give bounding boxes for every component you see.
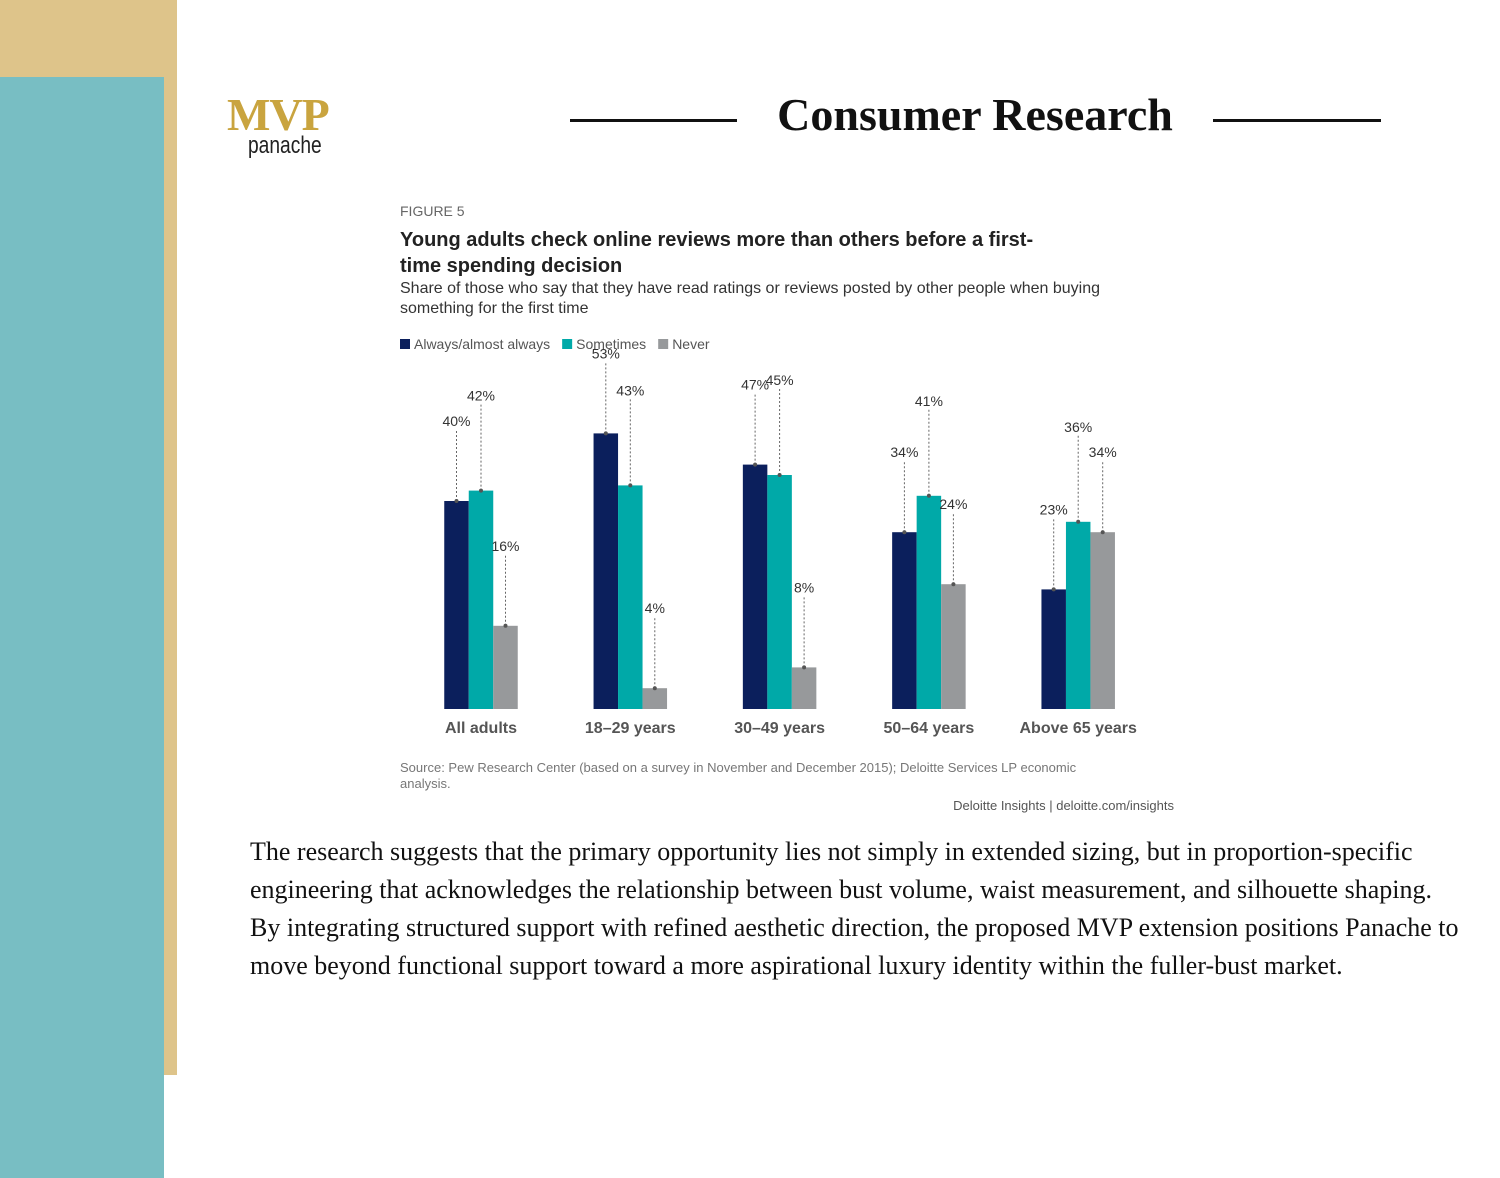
value-label: 16% [491,538,519,554]
bar [941,584,966,709]
leader-dot [951,582,956,587]
bar [618,485,643,709]
bar [916,495,942,709]
bar [593,433,619,709]
page-title: Consumer Research [777,89,1173,140]
value-label: 24% [939,496,967,512]
value-label: 23% [1040,501,1068,517]
legend-swatch [400,339,410,349]
bar [468,490,494,709]
figure-label: FIGURE 5 [400,203,465,219]
leader-dot [802,665,807,670]
bar [444,501,469,709]
value-label: 8% [794,579,814,595]
value-label: 36% [1064,419,1092,435]
value-label: 41% [915,393,943,409]
leader-dot [1100,530,1105,535]
bar [1041,589,1066,709]
bar [767,475,792,709]
teal-band [0,77,164,1178]
bar [493,625,518,709]
value-label: 45% [766,372,794,388]
paragraph: By integrating structured support with r… [250,913,1459,980]
leader-dot [454,499,459,503]
paragraph: The research suggests that the primary o… [250,837,1432,904]
leader-dot [628,483,633,488]
logo-sub: panache [248,132,322,159]
value-label: 34% [1089,444,1117,460]
value-label: 4% [645,600,665,616]
legend-swatch [562,339,573,349]
chart-subtitle: Share of those who say that they have re… [400,280,1100,317]
leader-dot [926,493,931,498]
value-label: 43% [616,382,644,398]
x-tick-label: Above 65 years [1019,720,1137,737]
bar [642,688,668,709]
value-label: 47% [741,377,769,393]
x-tick-label: 50–64 years [884,720,975,737]
legend-label: Sometimes [576,336,646,352]
title-rule [570,119,737,122]
body-text: The research suggests that the primary o… [250,833,1460,985]
value-label: 40% [442,413,470,429]
value-label: 42% [467,388,495,404]
leader-dot [503,623,508,628]
chart-source: Source: Pew Research Center (based on a … [400,760,1077,791]
chart-credit: Deloitte Insights | deloitte.com/insight… [953,798,1174,813]
title-rule [1213,119,1381,122]
logo: MVP [227,89,330,140]
value-label: 53% [592,345,620,361]
leader-dot [902,530,907,535]
leader-dot [1051,587,1056,592]
x-tick-label: All adults [445,720,517,737]
bar [892,532,917,709]
leader-dot [777,473,782,477]
value-label: 34% [890,444,918,460]
x-tick-label: 18–29 years [585,720,676,737]
x-tick-label: 30–49 years [734,720,825,737]
legend-swatch [658,339,669,349]
bar [1090,532,1115,709]
bar [1065,521,1091,709]
chart-title: Young adults check online reviews more t… [400,229,1034,277]
leader-dot [753,462,758,467]
bar [742,464,768,709]
leader-dot [479,488,483,493]
bar [791,667,817,709]
leader-dot [603,431,608,436]
leader-dot [652,686,657,691]
legend-label: Always/almost always [414,336,550,352]
leader-dot [1076,519,1081,524]
legend-label: Never [672,336,710,352]
